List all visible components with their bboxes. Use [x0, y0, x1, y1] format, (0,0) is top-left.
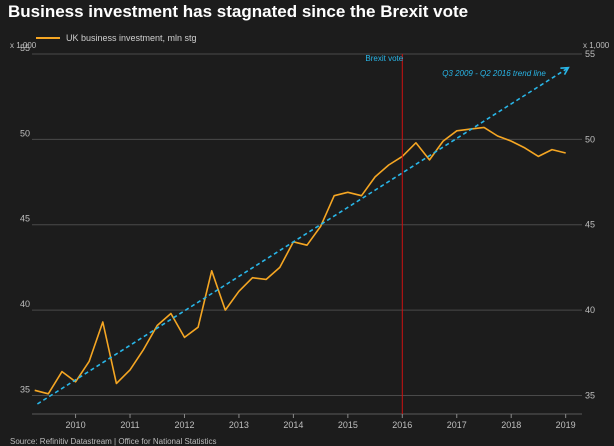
y-tick-label-right: 40 — [585, 305, 595, 315]
x-tick-label: 2015 — [338, 420, 358, 430]
x-tick-label: 2016 — [392, 420, 412, 430]
series-layer: Q3 2009 - Q2 2016 trend line — [34, 66, 570, 405]
y-tick-label-right: 35 — [585, 390, 595, 400]
source-note: Source: Refinitiv Datastream | Office fo… — [10, 437, 217, 446]
x-tick-label: 2010 — [66, 420, 86, 430]
legend: UK business investment, mln stg — [36, 33, 197, 43]
y-tick-label-right: 50 — [585, 134, 595, 144]
chart-title: Business investment has stagnated since … — [8, 2, 469, 21]
y-tick-label-left: 50 — [20, 128, 30, 138]
y-tick-label-right: 55 — [585, 49, 595, 59]
x-tick-label: 2013 — [229, 420, 249, 430]
x-tick-label: 2018 — [501, 420, 521, 430]
x-tick-label: 2014 — [283, 420, 303, 430]
x-tick-label: 2011 — [120, 420, 139, 430]
grid-lines — [32, 53, 582, 396]
x-tick-label: 2012 — [174, 420, 194, 430]
trend-arrow-icon — [560, 66, 570, 76]
investment-series-line — [34, 126, 566, 395]
annotations: Brexit vote — [365, 54, 404, 414]
trend-line-label: Q3 2009 - Q2 2016 trend line — [442, 69, 546, 78]
trend-line — [36, 67, 569, 405]
y-tick-label-left: 45 — [20, 214, 30, 224]
x-tick-label: 2019 — [556, 420, 576, 430]
y-unit-label-right: x 1,000 — [583, 41, 610, 50]
y-tick-label-left: 55 — [20, 43, 30, 53]
y-tick-label-left: 40 — [20, 299, 30, 309]
y-tick-label-left: 35 — [20, 384, 30, 394]
y-unit-label-left: x 1,000 — [10, 41, 37, 50]
brexit-vote-label: Brexit vote — [365, 54, 403, 63]
legend-label: UK business investment, mln stg — [66, 33, 197, 43]
y-tick-label-right: 45 — [585, 220, 595, 230]
x-tick-label: 2017 — [447, 420, 467, 430]
